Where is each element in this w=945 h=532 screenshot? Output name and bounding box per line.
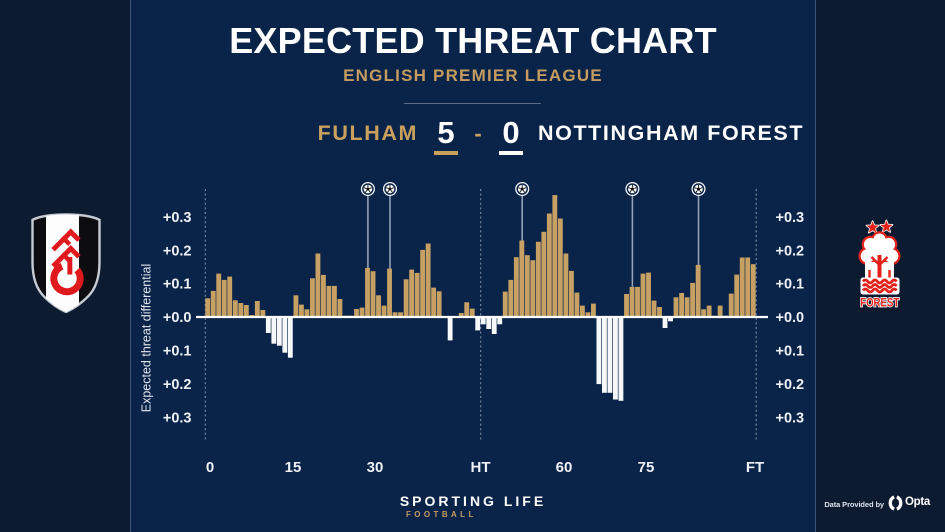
svg-text:+0.3: +0.3	[776, 210, 805, 226]
svg-text:+0.1: +0.1	[776, 344, 805, 360]
svg-text:60: 60	[556, 459, 573, 476]
svg-text:+0.2: +0.2	[163, 243, 192, 259]
svg-text:+0.0: +0.0	[163, 310, 192, 326]
svg-text:+0.2: +0.2	[776, 243, 805, 259]
svg-text:+0.3: +0.3	[776, 410, 805, 426]
svg-text:75: 75	[638, 459, 655, 476]
svg-text:+0.2: +0.2	[776, 377, 805, 393]
svg-text:+0.3: +0.3	[163, 410, 192, 426]
svg-text:+0.3: +0.3	[163, 210, 192, 226]
svg-text:15: 15	[285, 459, 302, 476]
svg-text:+0.1: +0.1	[776, 277, 805, 293]
svg-text:+0.0: +0.0	[776, 310, 805, 326]
svg-text:0: 0	[206, 459, 214, 476]
svg-text:HT: HT	[471, 459, 491, 476]
svg-text:+0.1: +0.1	[163, 277, 192, 293]
svg-text:Expected threat differential: Expected threat differential	[140, 264, 154, 412]
svg-text:FT: FT	[746, 459, 764, 476]
svg-text:+0.2: +0.2	[163, 377, 192, 393]
svg-text:FOREST: FOREST	[860, 296, 900, 310]
svg-text:+0.1: +0.1	[163, 344, 192, 360]
svg-text:30: 30	[367, 459, 384, 476]
